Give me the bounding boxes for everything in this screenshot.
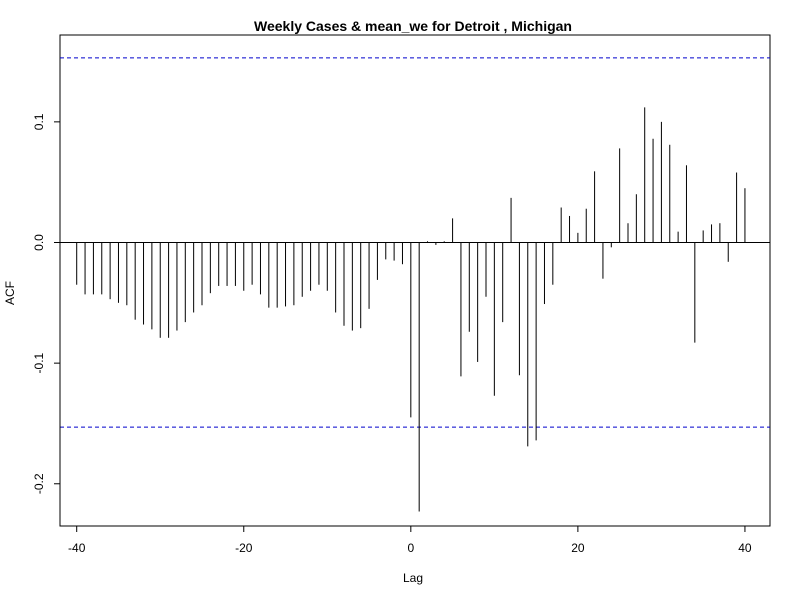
chart-title: Weekly Cases & mean_we for Detroit , Mic… (254, 18, 572, 34)
y-tick-label: -0.1 (32, 352, 46, 373)
y-axis: -0.2 -0.1 0.0 0.1 (32, 113, 61, 494)
y-tick-label: 0.1 (32, 113, 46, 130)
y-tick-label: 0.0 (32, 234, 46, 251)
x-tick-label: 0 (407, 541, 414, 555)
x-tick-label: 40 (738, 541, 752, 555)
y-tick-label: -0.2 (32, 473, 46, 494)
x-axis: -40 -20 0 20 40 (68, 525, 752, 555)
plot-frame (59, 34, 771, 527)
y-axis-label: ACF (3, 281, 17, 305)
x-axis-label: Lag (403, 571, 423, 585)
x-tick-label: -40 (68, 541, 86, 555)
acf-bars (76, 107, 746, 512)
x-tick-label: -20 (235, 541, 253, 555)
x-tick-label: 20 (571, 541, 585, 555)
confidence-bounds (60, 57, 770, 428)
